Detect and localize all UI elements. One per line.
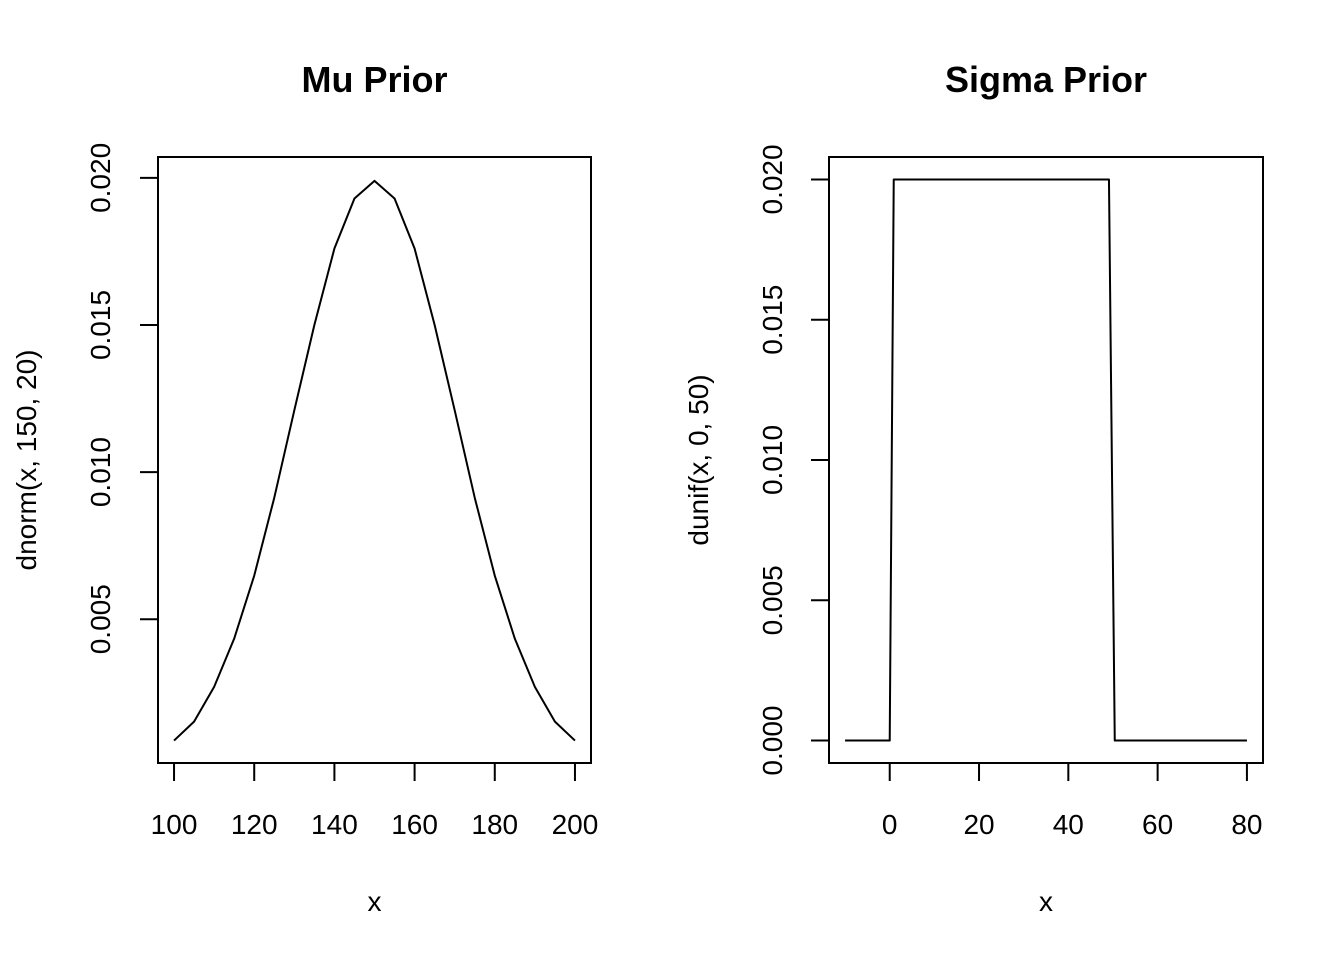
y-tick-label: 0.005 bbox=[757, 565, 788, 635]
y-tick-label: 0.010 bbox=[85, 437, 116, 507]
panel-0: Mu Prior 100 120 140 160 180 200 x 0.005 0.010 0.0… bbox=[11, 59, 598, 917]
x-tick-label: 180 bbox=[471, 809, 518, 840]
series-line-0 bbox=[173, 179, 576, 742]
y-tick-label: 0.015 bbox=[85, 290, 116, 360]
x-tick-label: 40 bbox=[1053, 809, 1084, 840]
y-tick-label: 0.005 bbox=[85, 584, 116, 654]
x-tick-label: 0 bbox=[882, 809, 898, 840]
y-axis-label: dnorm(x, 150, 20) bbox=[11, 350, 42, 571]
panel-1: Sigma Prior 0 20 40 60 80 x 0.000 0.005 0.010 0.01… bbox=[683, 59, 1264, 917]
x-tick-label: 140 bbox=[311, 809, 358, 840]
x-tick-label: 200 bbox=[552, 809, 599, 840]
x-tick-label: 60 bbox=[1142, 809, 1173, 840]
x-tick-label: 100 bbox=[151, 809, 198, 840]
y-tick-label: 0.000 bbox=[757, 706, 788, 776]
chart-title: Sigma Prior bbox=[945, 59, 1147, 100]
y-tick-label: 0.020 bbox=[85, 143, 116, 213]
y-tick-label: 0.015 bbox=[757, 285, 788, 355]
plot-frame bbox=[157, 156, 592, 764]
x-axis-label: x bbox=[1039, 886, 1053, 917]
x-tick-label: 80 bbox=[1231, 809, 1262, 840]
y-tick-label: 0.020 bbox=[757, 144, 788, 214]
y-axis-label: dunif(x, 0, 50) bbox=[683, 374, 714, 545]
x-tick-label: 120 bbox=[231, 809, 278, 840]
y-tick-label: 0.010 bbox=[757, 425, 788, 495]
series-line-0 bbox=[845, 178, 1247, 742]
x-tick-label: 160 bbox=[391, 809, 438, 840]
x-axis-label: x bbox=[368, 886, 382, 917]
x-tick-label: 20 bbox=[963, 809, 994, 840]
chart-title: Mu Prior bbox=[301, 59, 447, 100]
